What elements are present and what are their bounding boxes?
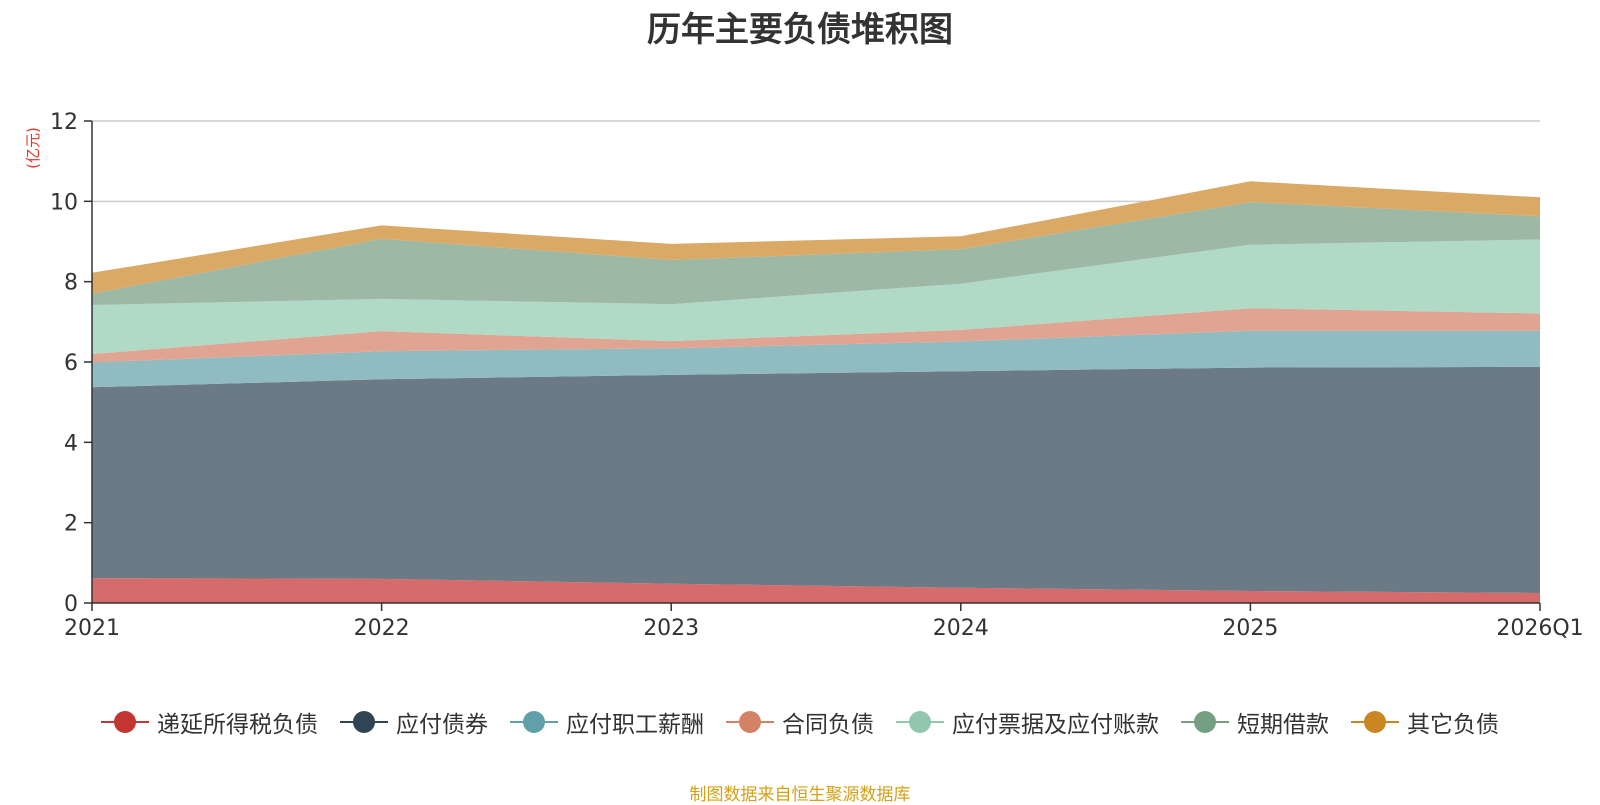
axes: 0 2 4 6 8 10 12 2021 2022 2023 2024 2025 2026Q1 [50, 110, 1584, 641]
area-series-5 [92, 239, 1540, 354]
legend-item[interactable]: 应付债券 [340, 705, 488, 739]
legend-item[interactable]: 合同负债 [726, 705, 874, 739]
y-tick-label: 10 [50, 190, 78, 215]
legend-label: 应付职工薪酬 [566, 712, 704, 738]
legend-item[interactable]: 短期借款 [1181, 705, 1329, 739]
y-tick-label: 6 [64, 351, 78, 376]
x-tick-label: 2026Q1 [1496, 616, 1583, 641]
area-series-6 [92, 202, 1540, 305]
x-tick-label: 2024 [933, 616, 989, 641]
legend: 递延所得税负债 应付债券 应付职工薪酬 合同负债 应付票据及应付账款 短期借款 其它负债 [0, 705, 1600, 739]
legend-label: 短期借款 [1237, 712, 1329, 738]
legend-marker-icon [1351, 710, 1399, 734]
stacked-area-chart: 0 2 4 6 8 10 12 2021 2022 2023 2024 2025 2026Q1 (亿元) [24, 110, 1584, 641]
legend-marker-icon [510, 710, 558, 734]
legend-label: 合同负债 [782, 712, 874, 738]
x-tick-label: 2022 [354, 616, 410, 641]
legend-item[interactable]: 应付票据及应付账款 [896, 705, 1159, 739]
legend-marker-icon [101, 710, 149, 734]
legend-marker-icon [726, 710, 774, 734]
legend-item[interactable]: 应付职工薪酬 [510, 705, 704, 739]
legend-item[interactable]: 其它负债 [1351, 705, 1499, 739]
legend-marker-icon [896, 710, 944, 734]
y-tick-label: 12 [50, 110, 78, 135]
source-note: 制图数据来自恒生聚源数据库 [689, 785, 911, 805]
legend-label: 其它负债 [1407, 712, 1499, 738]
legend-label: 应付票据及应付账款 [952, 712, 1159, 738]
legend-label: 应付债券 [396, 712, 488, 738]
y-tick-label: 8 [64, 271, 78, 296]
legend-marker-icon [340, 710, 388, 734]
y-axis-unit-label: (亿元) [24, 127, 42, 169]
legend-label: 递延所得税负债 [157, 712, 318, 738]
area-series-2 [92, 366, 1540, 593]
area-series-7 [92, 181, 1540, 294]
y-tick-label: 4 [64, 431, 78, 456]
y-tick-label: 2 [64, 512, 78, 537]
legend-marker-icon [1181, 710, 1229, 734]
area-series [92, 181, 1540, 603]
x-tick-label: 2023 [643, 616, 699, 641]
legend-item[interactable]: 递延所得税负债 [101, 705, 318, 739]
area-series-3 [92, 330, 1540, 388]
area-series-4 [92, 308, 1540, 363]
y-tick-label: 0 [64, 592, 78, 617]
area-series-1 [92, 578, 1540, 603]
x-tick-label: 2021 [64, 616, 120, 641]
chart-title: 历年主要负债堆积图 [647, 10, 953, 50]
x-tick-label: 2025 [1222, 616, 1278, 641]
